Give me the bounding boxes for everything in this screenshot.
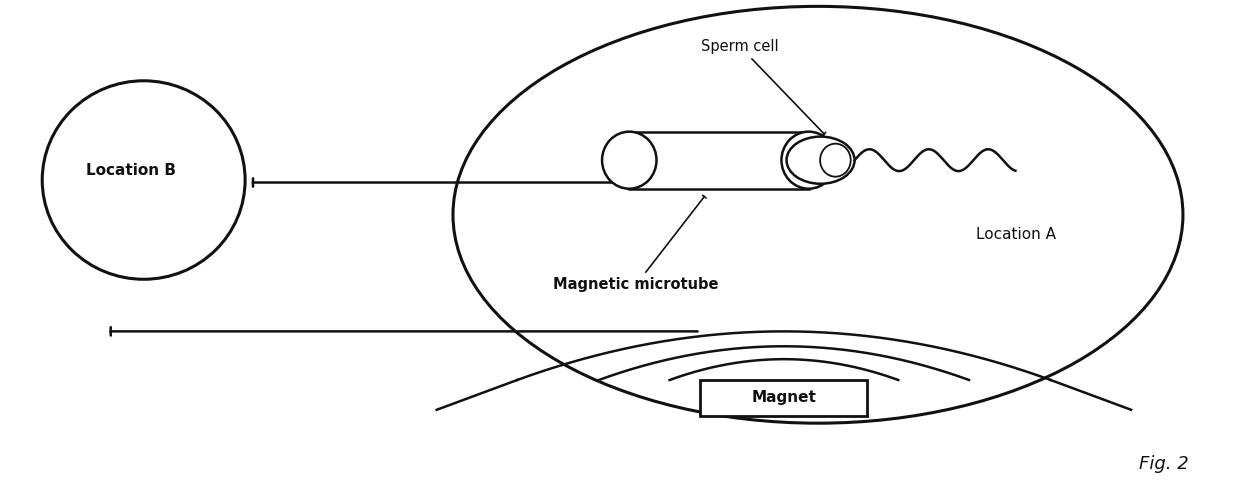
Bar [629,132,808,189]
Text: Fig. 2: Fig. 2 [1140,455,1189,473]
Text: Location A: Location A [976,227,1056,242]
Ellipse shape [786,137,854,184]
Text: Magnetic microtube: Magnetic microtube [553,195,719,292]
Bar [701,380,868,416]
Text: Magnet: Magnet [751,390,816,405]
Text: Sperm cell: Sperm cell [701,39,826,135]
Ellipse shape [603,132,656,189]
Text: Location B: Location B [87,163,176,178]
Ellipse shape [781,132,836,189]
Ellipse shape [820,144,851,177]
